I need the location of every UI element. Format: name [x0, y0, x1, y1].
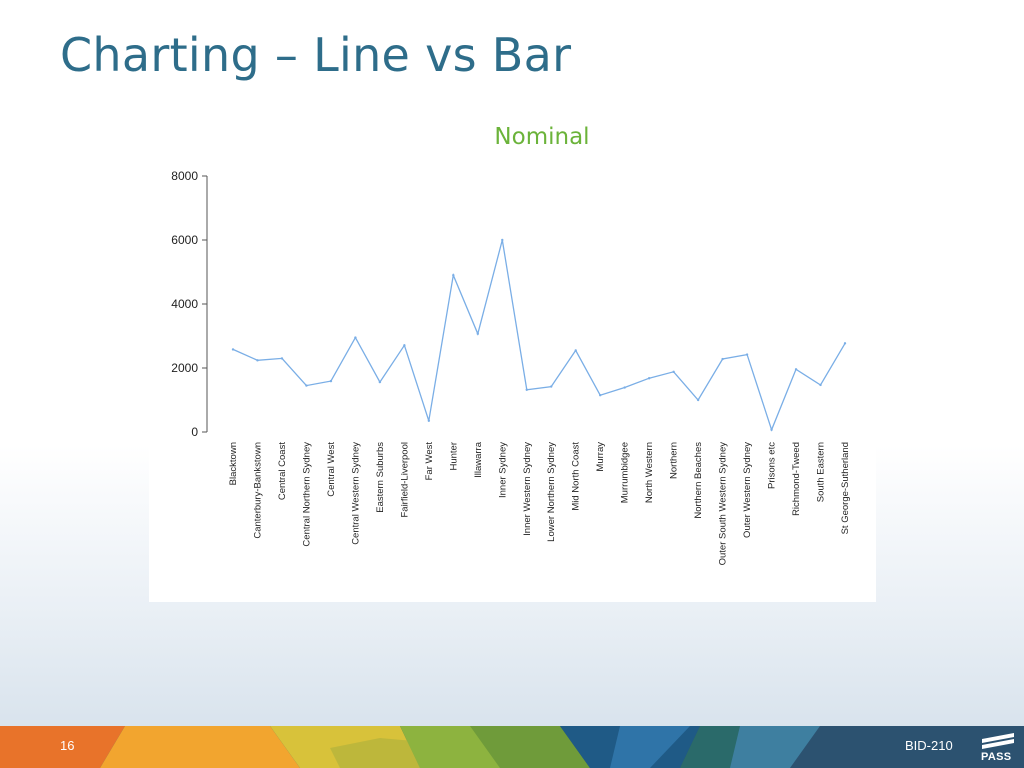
data-point	[574, 349, 577, 352]
data-point	[745, 353, 749, 356]
footer-band	[0, 726, 1024, 768]
data-point	[794, 368, 798, 371]
data-point	[329, 379, 333, 383]
x-category-label: Mid North Coast	[571, 442, 582, 511]
x-category-label: Murray	[595, 442, 606, 472]
x-category-label: South Eastern	[816, 442, 827, 502]
y-tick-label: 2000	[171, 361, 198, 375]
y-tick-label: 0	[191, 425, 198, 439]
x-category-label: Illawarra	[473, 441, 484, 478]
data-point	[452, 274, 455, 277]
x-category-label: Blacktown	[228, 442, 239, 485]
data-point	[525, 388, 528, 391]
x-category-label: Canterbury-Bankstown	[252, 442, 263, 539]
data-point	[280, 357, 284, 360]
data-point	[427, 419, 431, 422]
data-point	[231, 348, 235, 351]
data-point	[843, 342, 847, 345]
data-point	[476, 332, 479, 335]
x-category-label: Eastern Suburbs	[375, 442, 386, 513]
data-point	[378, 380, 382, 384]
data-point	[819, 383, 822, 387]
data-point	[256, 359, 259, 362]
x-category-label: Fairfield-Liverpool	[399, 442, 410, 518]
x-category-label: Northern	[669, 442, 680, 479]
slide-title: Charting – Line vs Bar	[60, 28, 572, 82]
data-point	[721, 357, 724, 361]
x-category-label: Prisons etc	[767, 442, 778, 489]
data-point	[696, 398, 700, 402]
pass-logo-text: PASS	[981, 751, 1012, 763]
data-point	[623, 386, 626, 389]
data-point	[403, 344, 406, 347]
x-category-label: North Western	[644, 442, 655, 503]
x-category-label: Far West	[424, 442, 435, 481]
data-point	[305, 384, 308, 387]
data-point	[672, 370, 675, 374]
page-number: 16	[60, 738, 75, 753]
chart-panel	[149, 160, 876, 602]
y-tick-label: 4000	[171, 297, 198, 311]
data-point	[550, 385, 553, 388]
data-point	[647, 377, 651, 380]
x-category-label: Inner Sydney	[497, 442, 508, 498]
footer-decoration	[0, 726, 1024, 768]
y-tick-label: 8000	[171, 169, 198, 183]
chart-title: Nominal	[494, 124, 590, 150]
x-category-label: Central Coast	[277, 442, 288, 500]
deck-code: BID-210	[905, 738, 953, 753]
x-category-label: Murrumbidgee	[620, 442, 631, 503]
data-point	[354, 336, 357, 339]
x-category-label: Outer South Western Sydney	[718, 442, 729, 566]
x-category-label: Lower Northern Sydney	[546, 442, 557, 542]
x-category-label: Richmond-Tweed	[791, 442, 802, 516]
line-chart: 0 2000 4000 6000 8000 Blacktown Canterbury-Ban…	[171, 169, 851, 566]
x-category-label: Central West	[326, 442, 337, 497]
data-point	[501, 238, 504, 242]
pass-logo-icon	[982, 733, 1014, 749]
x-category-label: Hunter	[448, 442, 459, 471]
x-category-label: Outer Western Sydney	[742, 442, 753, 538]
x-category-label: Central Northern Sydney	[301, 442, 312, 547]
x-category-label: Central Western Sydney	[350, 442, 361, 545]
series-line	[232, 239, 846, 432]
data-point	[599, 394, 602, 397]
x-category-label: St George-Sutherland	[840, 442, 851, 534]
x-category-label: Northern Beaches	[693, 442, 704, 519]
y-tick-label: 6000	[171, 233, 198, 247]
x-category-label: Inner Western Sydney	[522, 442, 533, 536]
data-point	[770, 428, 773, 431]
